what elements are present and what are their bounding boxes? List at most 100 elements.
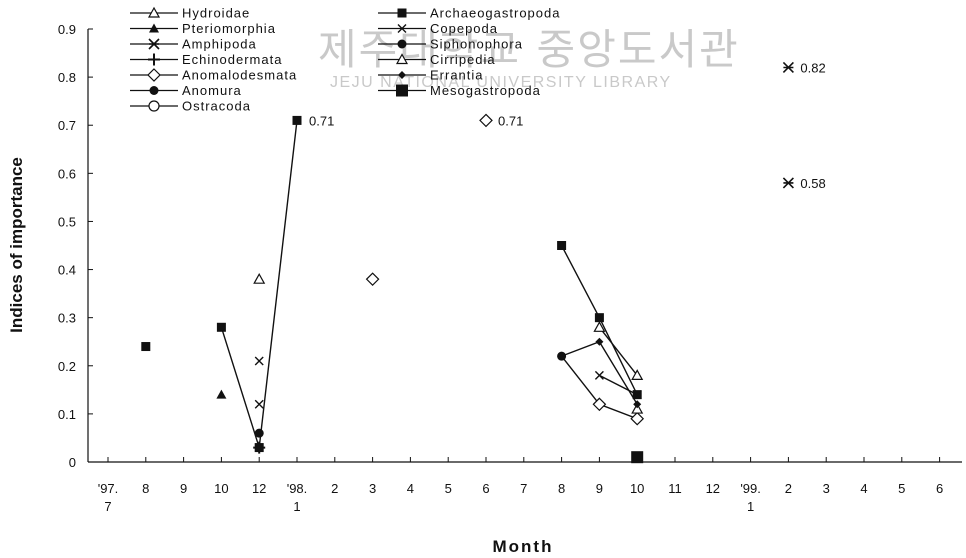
x-tick-label: 7 <box>520 481 527 496</box>
point-archaeogastropoda-shape <box>141 342 151 352</box>
x-tick-label: '99. <box>740 481 761 496</box>
legend-marker-shape <box>148 100 160 112</box>
legend-item-echinodermata: Echinodermata <box>130 52 282 67</box>
legend-marker-shape <box>149 86 159 95</box>
y-tick-label: 0.8 <box>58 70 76 85</box>
legend-marker <box>398 71 406 79</box>
legend-marker-shape <box>148 38 160 50</box>
point-archaeogastropoda-shape <box>594 313 604 323</box>
point-pteriomorphia <box>216 389 227 399</box>
legend-marker-shape <box>395 53 409 65</box>
legend-marker-shape <box>397 8 407 18</box>
value-label: 0.58 <box>800 176 825 191</box>
legend-item-ostracoda: Ostracoda <box>130 99 251 114</box>
point-anomalodesmata <box>365 272 380 287</box>
legend-marker <box>148 100 160 112</box>
x-tick-label: 5 <box>445 481 452 496</box>
point-hydroidae-shape <box>253 272 266 284</box>
legend-marker <box>147 6 161 18</box>
point-amphipoda-shape <box>782 61 794 74</box>
connector-lines <box>220 120 638 448</box>
legend-marker <box>149 23 159 33</box>
legend-marker <box>147 68 161 82</box>
legend-item-copepoda: Copepoda <box>378 21 497 36</box>
x-tick-label: 2 <box>785 481 792 496</box>
legend-marker <box>148 53 160 66</box>
x-tick-label: 12 <box>252 481 266 496</box>
legend-label: Ostracoda <box>182 99 251 114</box>
point-copepoda <box>254 356 264 366</box>
legend-marker <box>396 84 408 97</box>
point-mesogastropoda <box>631 451 644 464</box>
point-archaeogastropoda-shape <box>292 115 302 125</box>
y-tick-label: 0.7 <box>58 118 76 133</box>
connector-line <box>598 326 638 376</box>
legend-item-errantia: Errantia <box>378 68 484 83</box>
point-archaeogastropoda <box>557 241 567 250</box>
x-tick-label: 9 <box>180 481 187 496</box>
legend-item-anomalodesmata: Anomalodesmata <box>130 68 296 83</box>
legend-marker <box>397 24 407 33</box>
point-errantia-shape <box>633 400 642 409</box>
point-hydroidae <box>253 272 266 284</box>
y-tick-label: 0.4 <box>58 263 76 278</box>
x-axis-label: Month <box>493 537 554 556</box>
x-tick-sublabel: 1 <box>293 499 300 514</box>
value-label: 0.71 <box>498 113 523 128</box>
point-anomalodesmata <box>592 397 607 412</box>
x-tick-label: 4 <box>407 481 414 496</box>
legend-item-amphipoda: Amphipoda <box>130 37 256 52</box>
point-archaeogastropoda-shape <box>557 241 567 250</box>
legend-marker-shape <box>147 68 161 82</box>
legend-marker <box>148 38 160 50</box>
legend-marker-shape <box>398 71 406 79</box>
legend-label: Anomura <box>182 83 242 98</box>
legend-marker-shape <box>397 39 407 49</box>
y-tick-label: 0 <box>69 455 76 470</box>
x-tick-label: 8 <box>142 481 149 496</box>
x-tick-label: 3 <box>369 481 376 496</box>
legend-marker-shape <box>148 53 160 66</box>
legend-label: Siphonophora <box>430 37 523 52</box>
legend-item-hydroidae: Hydroidae <box>130 6 249 21</box>
point-copepoda-shape <box>632 390 642 400</box>
point-copepoda <box>594 370 604 380</box>
point-cirripedia <box>631 402 644 414</box>
point-anomalodesmata-shape <box>365 272 380 287</box>
point-errantia <box>633 400 642 409</box>
legend-marker <box>149 86 159 95</box>
point-copepoda <box>632 390 642 400</box>
y-tick-label: 0.9 <box>58 22 76 37</box>
point-anomalodesmata-shape <box>592 397 607 412</box>
x-tick-label: 2 <box>331 481 338 496</box>
legend-label: Errantia <box>430 68 484 83</box>
point-anomalodesmata <box>630 411 645 426</box>
point-archaeogastropoda-shape <box>216 322 226 332</box>
point-copepoda-shape <box>254 356 264 366</box>
point-errantia <box>595 337 604 346</box>
x-tick-label: '97. <box>98 481 119 496</box>
point-anomalodesmata-shape <box>630 411 645 426</box>
point-anomalodesmata <box>479 113 493 128</box>
y-tick-group: 0 0.1 0.2 0.3 0.4 0.5 0.6 0.7 0.8 0.9 <box>58 22 93 470</box>
connector-line <box>599 374 638 396</box>
x-tick-label: 10 <box>630 481 644 496</box>
point-hydroidae <box>593 321 606 332</box>
legend-item-archaeogastropoda: Archaeogastropoda <box>378 6 559 21</box>
point-archaeogastropoda <box>141 342 151 352</box>
value-label: 0.82 <box>800 60 825 75</box>
legend-marker-shape <box>397 24 407 33</box>
point-archaeogastropoda <box>216 322 226 332</box>
legend-label: Echinodermata <box>182 52 282 67</box>
value-label: 0.71 <box>309 113 334 128</box>
legend-marker <box>395 53 409 65</box>
point-archaeogastropoda <box>594 313 604 323</box>
y-axis-label: Indices of importance <box>7 157 26 333</box>
legend-marker-shape <box>149 23 159 33</box>
x-tick-label: 12 <box>706 481 720 496</box>
legend-marker <box>397 8 407 18</box>
x-tick-label: 3 <box>823 481 830 496</box>
point-copepoda-shape <box>594 370 604 380</box>
x-tick-label: 10 <box>214 481 228 496</box>
point-errantia <box>557 352 566 361</box>
